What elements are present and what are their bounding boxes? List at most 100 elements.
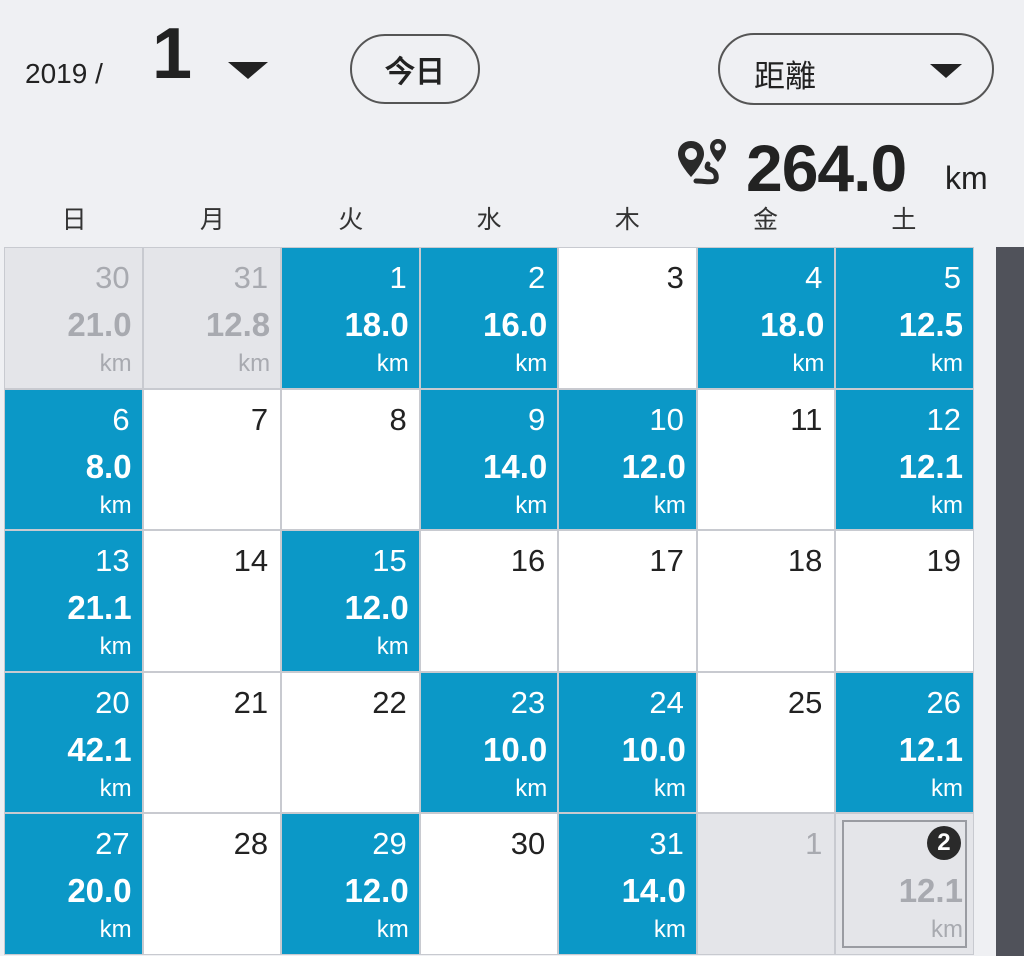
calendar-day-cell[interactable]: 1 — [696, 813, 836, 955]
day-number: 24 — [649, 684, 684, 720]
day-distance-unit: km — [930, 350, 963, 377]
day-distance-unit: km — [515, 774, 548, 802]
day-distance-unit: km — [99, 916, 132, 943]
calendar-day-cell[interactable]: 22 — [281, 671, 420, 813]
total-distance-unit: km — [945, 160, 988, 196]
day-distance-unit: km — [515, 350, 548, 377]
calendar-day-cell[interactable]: 1 18.0 km — [281, 247, 420, 389]
calendar-day-cell[interactable]: 12 12.1 km — [835, 388, 974, 530]
scrollbar[interactable] — [996, 247, 1024, 956]
day-number: 11 — [790, 401, 823, 437]
calendar-day-cell[interactable]: 21 — [142, 671, 282, 813]
day-distance: 12.0 — [344, 589, 409, 626]
calendar-day-cell[interactable]: 3 — [558, 247, 697, 389]
day-distance: 12.0 — [621, 447, 686, 485]
weekday-sat: 土 — [891, 205, 917, 234]
weekday-thu: 木 — [614, 205, 640, 234]
day-number: 20 — [95, 684, 130, 720]
day-distance-unit: km — [99, 633, 132, 660]
calendar-day-cell[interactable]: 20 42.1 km — [4, 671, 143, 813]
day-distance: 8.0 — [85, 447, 132, 485]
day-distance: 20.0 — [67, 872, 132, 909]
day-distance: 16.0 — [483, 306, 548, 343]
day-number: 23 — [510, 684, 546, 720]
calendar-day-cell[interactable]: 31 12.8 km — [142, 247, 282, 389]
today-button[interactable]: 今日 — [350, 34, 480, 104]
day-distance-unit: km — [99, 491, 132, 519]
calendar-day-cell[interactable]: 5 12.5 km — [835, 247, 974, 389]
weekday-tue: 火 — [338, 205, 364, 234]
day-number: 1 — [389, 260, 407, 295]
day-number: 8 — [389, 401, 407, 437]
day-number: 30 — [510, 826, 546, 861]
day-number: 14 — [233, 543, 269, 578]
calendar-day-cell[interactable]: 6 8.0 km — [4, 388, 143, 530]
calendar-day-cell[interactable]: 9 14.0 km — [419, 388, 559, 530]
calendar-day-cell[interactable]: 2 12.1 km — [835, 813, 974, 955]
day-number: 17 — [649, 543, 684, 578]
calendar-day-cell[interactable]: 4 18.0 km — [696, 247, 836, 389]
day-number: 6 — [112, 401, 130, 437]
day-number: 31 — [233, 260, 269, 295]
day-distance: 21.0 — [67, 306, 132, 343]
calendar-day-cell[interactable]: 17 — [558, 530, 697, 672]
metric-select[interactable]: 距離 — [718, 33, 994, 105]
day-distance-unit: km — [653, 774, 686, 802]
day-distance: 12.1 — [898, 730, 963, 768]
calendar-day-cell[interactable]: 28 — [142, 813, 282, 955]
weekday-fri: 金 — [753, 205, 779, 234]
day-distance: 12.5 — [898, 306, 963, 343]
calendar-day-cell[interactable]: 2 16.0 km — [419, 247, 559, 389]
total-distance-value: 264.0 — [746, 131, 907, 205]
day-number: 7 — [250, 401, 269, 437]
calendar-day-cell[interactable]: 29 12.0 km — [281, 813, 420, 955]
day-number: 31 — [649, 826, 684, 861]
day-distance-unit: km — [930, 774, 963, 802]
day-distance: 10.0 — [621, 730, 686, 768]
calendar-day-cell[interactable]: 11 — [696, 388, 836, 530]
day-distance-unit: km — [653, 916, 686, 943]
day-distance-unit: km — [376, 350, 409, 377]
calendar-day-cell[interactable]: 25 — [696, 671, 836, 813]
calendar-day-cell[interactable]: 16 — [419, 530, 559, 672]
day-number: 12 — [926, 401, 961, 437]
day-distance-unit: km — [238, 350, 271, 377]
day-number: 25 — [787, 684, 823, 720]
route-icon — [678, 139, 726, 185]
day-distance-unit: km — [99, 350, 132, 377]
month-label[interactable]: 1 — [152, 14, 193, 94]
month-dropdown-caret-icon[interactable] — [228, 62, 268, 79]
weekday-wed: 水 — [476, 205, 502, 234]
calendar-day-cell[interactable]: 18 — [696, 530, 836, 672]
day-distance-unit: km — [653, 491, 686, 519]
calendar-day-cell[interactable]: 7 — [142, 388, 282, 530]
day-number: 21 — [233, 684, 269, 720]
weekday-mon: 月 — [199, 205, 225, 234]
day-distance-unit: km — [792, 350, 825, 377]
calendar-day-cell[interactable]: 23 10.0 km — [419, 671, 559, 813]
day-distance: 18.0 — [344, 306, 409, 343]
day-distance: 14.0 — [483, 447, 548, 485]
calendar-day-cell[interactable]: 31 14.0 km — [558, 813, 697, 955]
calendar-day-cell[interactable]: 30 — [419, 813, 559, 955]
day-distance: 12.0 — [344, 872, 409, 909]
calendar-day-cell[interactable]: 14 — [142, 530, 282, 672]
day-distance-unit: km — [930, 491, 963, 519]
day-distance-unit: km — [930, 916, 963, 943]
calendar-day-cell[interactable]: 13 21.1 km — [4, 530, 143, 672]
calendar-day-cell[interactable]: 8 — [281, 388, 420, 530]
weekday-header-row: 日 月 火 水 木 金 土 — [5, 200, 973, 240]
day-number: 4 — [805, 260, 823, 295]
day-distance: 18.0 — [760, 306, 825, 343]
calendar-day-cell[interactable]: 10 12.0 km — [558, 388, 697, 530]
calendar-day-cell[interactable]: 30 21.0 km — [4, 247, 143, 389]
day-number: 22 — [372, 684, 407, 720]
day-distance: 12.8 — [205, 306, 271, 343]
day-number-badge: 2 — [926, 826, 961, 860]
calendar-header: 2019 / 1 今日 距離 — [0, 0, 1024, 130]
calendar-day-cell[interactable]: 19 — [835, 530, 974, 672]
calendar-day-cell[interactable]: 26 12.1 km — [835, 671, 974, 813]
calendar-day-cell[interactable]: 24 10.0 km — [558, 671, 697, 813]
calendar-day-cell[interactable]: 27 20.0 km — [4, 813, 143, 955]
calendar-day-cell[interactable]: 15 12.0 km — [281, 530, 420, 672]
